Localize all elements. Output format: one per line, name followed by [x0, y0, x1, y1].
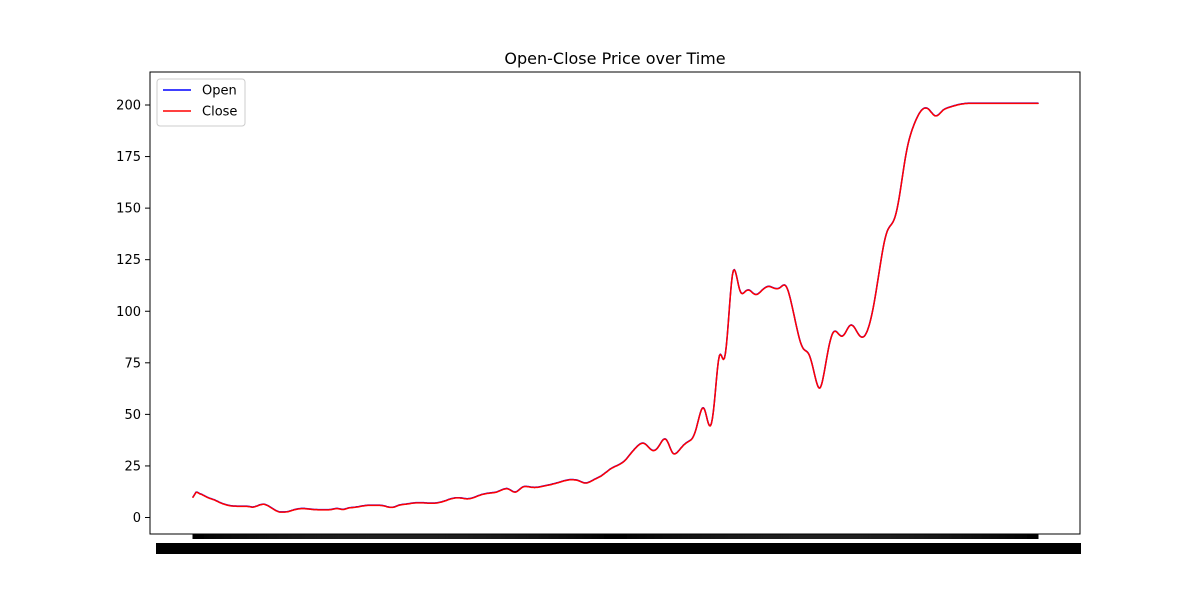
axes-frame [149, 71, 1081, 535]
legend: Open Close [156, 78, 246, 127]
x-tick-labels [156, 543, 1081, 554]
y-tick-label-75: 75 [124, 356, 141, 371]
legend-label-close: Close [202, 105, 237, 120]
y-tick-label-25: 25 [124, 459, 141, 474]
y-tick-label-200: 200 [116, 99, 141, 114]
chart-title: Open-Close Price over Time [504, 49, 725, 68]
y-tick-label-125: 125 [116, 253, 141, 268]
plot-area: 0 25 50 75 100 125 150 175 200 [116, 99, 1081, 554]
y-tick-label-50: 50 [124, 408, 141, 423]
y-tick-label-100: 100 [116, 305, 141, 320]
x-tick-marks [192, 534, 1039, 539]
y-tick-label-150: 150 [116, 202, 141, 217]
y-tick-label-0: 0 [133, 511, 141, 526]
x-tick-label [1071, 543, 1081, 554]
legend-label-open: Open [202, 84, 237, 99]
y-tick-label-175: 175 [116, 150, 141, 165]
series-line-close [192, 102, 1039, 513]
